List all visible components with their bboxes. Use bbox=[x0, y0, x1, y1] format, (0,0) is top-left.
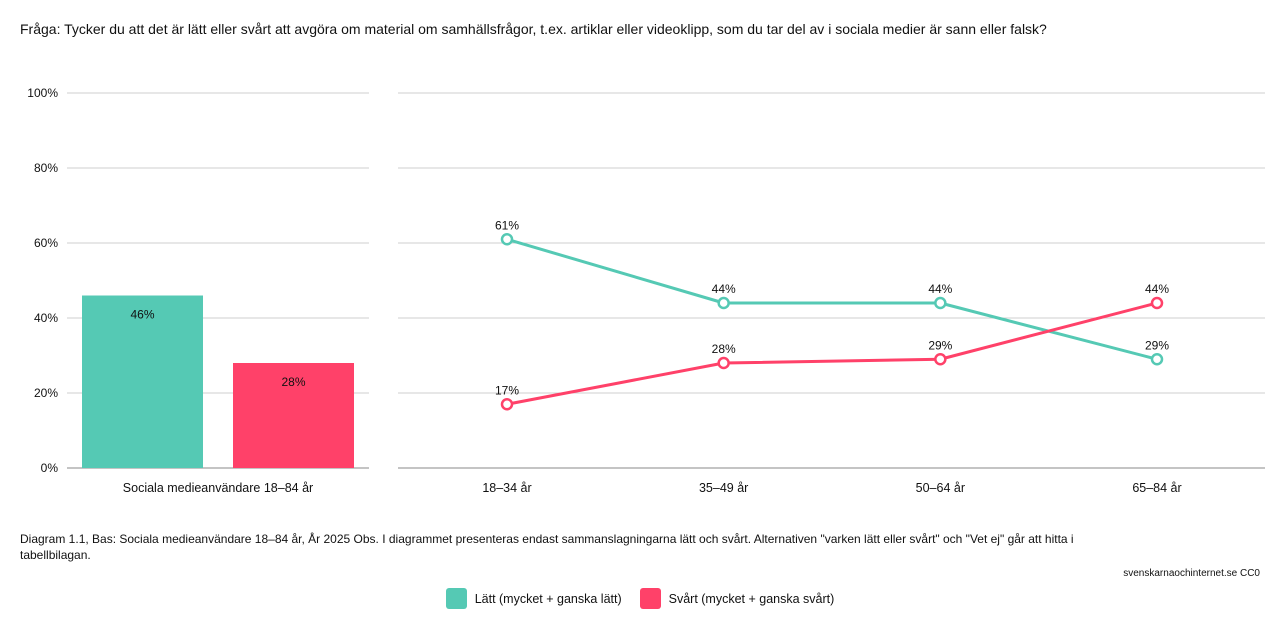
data-point bbox=[717, 296, 730, 310]
point-data-label: 29% bbox=[1145, 338, 1169, 352]
point-data-label: 44% bbox=[1145, 282, 1169, 296]
source-credit: svenskarnaochinternet.se CC0 bbox=[1123, 568, 1260, 579]
x-tick-label: 65–84 år bbox=[1132, 481, 1181, 495]
chart-caption: Diagram 1.1, Bas: Sociala medieanvändare… bbox=[20, 532, 1074, 562]
y-tick-label: 60% bbox=[34, 236, 58, 250]
bar bbox=[82, 295, 203, 468]
x-tick-label: 50–64 år bbox=[916, 481, 965, 495]
point-data-label: 28% bbox=[712, 342, 736, 356]
legend-swatch-latt bbox=[445, 588, 467, 609]
point-data-label: 61% bbox=[495, 218, 519, 232]
x-tick-label: Sociala medieanvändare 18–84 år bbox=[123, 481, 313, 495]
point-data-label: 44% bbox=[928, 282, 952, 296]
y-tick-label: 100% bbox=[27, 86, 58, 100]
y-tick-label: 20% bbox=[34, 386, 58, 400]
legend-swatch-svart bbox=[639, 588, 661, 609]
series-line bbox=[506, 301, 1158, 406]
chart-question: Fråga: Tycker du att det är lätt eller s… bbox=[20, 21, 1047, 37]
point-data-label: 44% bbox=[712, 282, 736, 296]
legend-item-svart: Svårt (mycket + ganska svårt) bbox=[639, 588, 835, 609]
legend-item-latt: Lätt (mycket + ganska lätt) bbox=[445, 588, 622, 609]
data-point bbox=[500, 398, 514, 411]
bar bbox=[233, 363, 354, 468]
legend: Lätt (mycket + ganska lätt) Svårt (mycke… bbox=[0, 588, 1280, 609]
data-point bbox=[1150, 296, 1164, 310]
point-data-label: 29% bbox=[928, 338, 952, 352]
bar-data-label: 28% bbox=[281, 375, 305, 389]
legend-label-svart: Svårt (mycket + ganska svårt) bbox=[668, 591, 835, 606]
point-data-label: 17% bbox=[495, 383, 519, 397]
y-tick-label: 40% bbox=[34, 311, 58, 325]
x-tick-label: 18–34 år bbox=[482, 481, 531, 495]
y-tick-label: 80% bbox=[34, 161, 58, 175]
legend-label-latt: Lätt (mycket + ganska lätt) bbox=[474, 591, 622, 606]
data-point bbox=[934, 296, 947, 310]
data-point bbox=[1150, 353, 1164, 366]
series-line bbox=[506, 237, 1158, 361]
x-tick-label: 35–49 år bbox=[699, 481, 748, 495]
data-point bbox=[500, 233, 514, 246]
data-point bbox=[934, 353, 947, 366]
data-point bbox=[717, 356, 730, 370]
bar-data-label: 46% bbox=[130, 308, 154, 322]
y-tick-label: 0% bbox=[41, 461, 59, 475]
